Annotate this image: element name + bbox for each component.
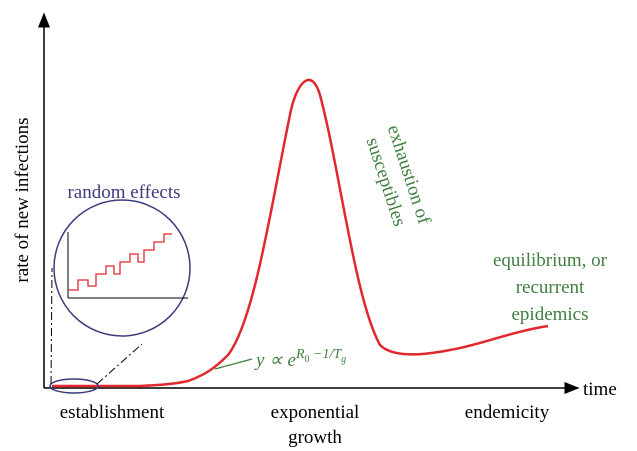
phase-label: endemicity: [465, 402, 550, 423]
formula: y ∝ eR0 −1/Tg: [254, 347, 346, 371]
formula-exp: g: [341, 354, 346, 365]
random-effects-label: random effects: [67, 182, 180, 203]
inset-staircase: [68, 233, 172, 291]
zoom-circle: [53, 199, 191, 337]
y-axis-label: rate of new infections: [12, 117, 33, 282]
annotation: epidemics: [511, 304, 588, 325]
formula-exp: 0: [305, 354, 310, 365]
epidemic-curve: [52, 78, 549, 388]
zoom-line: [96, 343, 143, 385]
x-axis-label: time: [583, 379, 617, 400]
phase-label: exponential: [271, 402, 360, 423]
formula-exp: R: [295, 347, 305, 362]
formula-exp: −1/T: [310, 347, 343, 362]
zoom-ellipse: [49, 378, 99, 394]
phase-label: establishment: [60, 402, 165, 423]
formula-base: y ∝ e: [254, 350, 296, 371]
annotation: equilibrium, or: [493, 250, 608, 271]
exhaustion-group: exhaustion of susceptibles: [362, 122, 435, 229]
formula-pointer: [214, 358, 253, 370]
phase-label: growth: [288, 427, 342, 448]
annotation: recurrent: [516, 277, 585, 298]
zoom-line: [50, 267, 53, 385]
